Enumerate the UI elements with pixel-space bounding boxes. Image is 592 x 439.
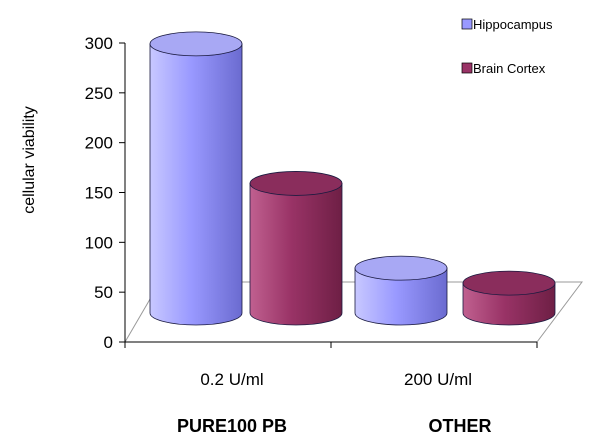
y-tick-label: 100 bbox=[85, 233, 113, 252]
x-axis-ticks bbox=[124, 342, 538, 348]
y-axis-ticks: 0 50 100 150 200 250 300 bbox=[85, 34, 125, 352]
category-label-1: 200 U/ml bbox=[404, 370, 472, 389]
bar-top bbox=[354, 255, 448, 281]
y-axis-title: cellular viability bbox=[21, 106, 38, 214]
y-tick-label: 200 bbox=[85, 134, 113, 153]
legend-swatch-brain-cortex bbox=[461, 62, 473, 74]
y-tick-label: 300 bbox=[85, 34, 113, 53]
y-tick-label: 0 bbox=[104, 333, 113, 352]
bar-top bbox=[249, 171, 343, 196]
y-tick-label: 50 bbox=[94, 283, 113, 302]
bar-hippocampus-1 bbox=[354, 255, 448, 326]
group-label-1: OTHER bbox=[429, 416, 492, 436]
bar-top bbox=[149, 31, 243, 57]
bar-brain-cortex-1 bbox=[462, 270, 556, 326]
bar-body bbox=[149, 43, 243, 326]
bars bbox=[149, 31, 556, 326]
legend-swatch-hippocampus bbox=[461, 18, 473, 30]
legend-label-brain-cortex: Brain Cortex bbox=[473, 61, 546, 76]
legend-label-hippocampus: Hippocampus bbox=[473, 17, 553, 32]
y-tick-label: 150 bbox=[85, 184, 113, 203]
category-label-0: 0.2 U/ml bbox=[200, 370, 263, 389]
y-tick-label: 250 bbox=[85, 84, 113, 103]
bar-brain-cortex-0 bbox=[249, 171, 343, 326]
bar-body bbox=[249, 183, 343, 326]
bar-top bbox=[462, 270, 556, 296]
bar-hippocampus-0 bbox=[149, 31, 243, 326]
bar-body bbox=[354, 267, 448, 326]
group-label-0: PURE100 PB bbox=[177, 416, 287, 436]
legend: Hippocampus Brain Cortex bbox=[461, 17, 553, 76]
